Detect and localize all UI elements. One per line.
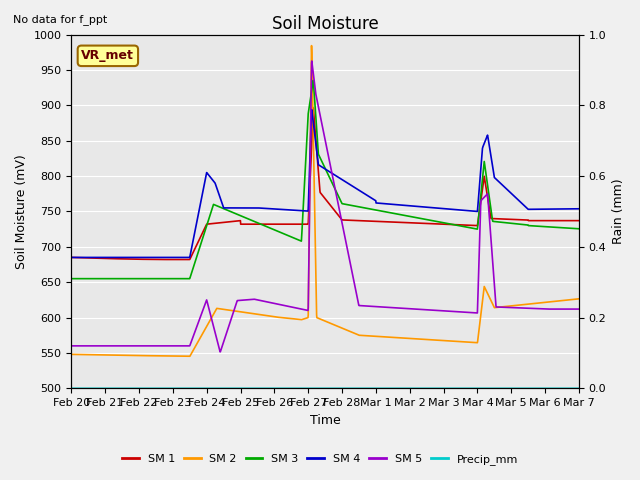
SM 2 — [308, 43, 316, 48]
SM 5 — [301, 307, 308, 312]
Precip_mm — [67, 385, 75, 391]
SM 2 — [93, 352, 101, 358]
SM 3 — [67, 276, 75, 282]
SM 3 — [575, 226, 583, 232]
Precip_mm — [314, 385, 322, 391]
SM 4 — [301, 208, 308, 214]
SM 2 — [315, 315, 323, 321]
Text: VR_met: VR_met — [81, 49, 134, 62]
Precip_mm — [467, 385, 475, 391]
SM 3 — [310, 77, 317, 83]
SM 4 — [561, 206, 568, 212]
SM 5 — [216, 349, 224, 355]
SM 2 — [561, 298, 568, 303]
Y-axis label: Rain (mm): Rain (mm) — [612, 179, 625, 244]
SM 5 — [308, 58, 316, 64]
SM 4 — [561, 206, 568, 212]
SM 3 — [314, 151, 322, 157]
SM 5 — [468, 310, 476, 315]
SM 3 — [561, 225, 568, 231]
SM 2 — [301, 316, 308, 322]
SM 1 — [468, 222, 476, 228]
Line: SM 3: SM 3 — [71, 80, 579, 279]
SM 4 — [467, 208, 475, 214]
SM 3 — [301, 177, 308, 183]
SM 5 — [561, 306, 568, 312]
SM 1 — [575, 218, 583, 224]
X-axis label: Time: Time — [310, 414, 340, 427]
Line: SM 5: SM 5 — [71, 61, 579, 352]
SM 4 — [67, 254, 75, 260]
SM 5 — [315, 105, 323, 111]
Precip_mm — [301, 385, 308, 391]
Legend: SM 1, SM 2, SM 3, SM 4, SM 5, Precip_mm: SM 1, SM 2, SM 3, SM 4, SM 5, Precip_mm — [118, 450, 522, 469]
SM 4 — [314, 162, 322, 168]
SM 3 — [467, 225, 475, 231]
Y-axis label: Soil Moisture (mV): Soil Moisture (mV) — [15, 154, 28, 269]
Precip_mm — [560, 385, 568, 391]
Text: No data for f_ppt: No data for f_ppt — [13, 14, 107, 25]
SM 2 — [561, 298, 568, 303]
SM 1 — [561, 218, 568, 224]
Precip_mm — [575, 385, 583, 391]
SM 3 — [93, 276, 101, 282]
SM 2 — [575, 296, 583, 302]
SM 1 — [174, 257, 182, 263]
SM 4 — [308, 107, 316, 112]
SM 2 — [468, 339, 476, 345]
SM 2 — [186, 353, 194, 359]
Precip_mm — [93, 385, 101, 391]
SM 5 — [561, 306, 568, 312]
SM 1 — [310, 105, 317, 111]
Line: SM 4: SM 4 — [71, 109, 579, 257]
Title: Soil Moisture: Soil Moisture — [272, 15, 378, 33]
SM 1 — [93, 255, 101, 261]
SM 5 — [93, 343, 101, 349]
SM 1 — [301, 221, 308, 227]
Line: SM 1: SM 1 — [71, 108, 579, 260]
SM 2 — [67, 351, 75, 357]
SM 4 — [93, 254, 101, 260]
SM 3 — [561, 225, 568, 231]
SM 1 — [315, 172, 323, 178]
Precip_mm — [561, 385, 568, 391]
SM 5 — [575, 306, 583, 312]
Line: SM 2: SM 2 — [71, 46, 579, 356]
SM 1 — [561, 218, 568, 224]
SM 5 — [67, 343, 75, 349]
SM 1 — [67, 254, 75, 260]
SM 4 — [575, 206, 583, 212]
